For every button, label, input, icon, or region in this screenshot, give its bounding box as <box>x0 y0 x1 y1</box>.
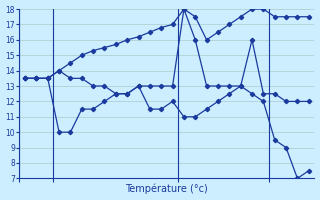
X-axis label: Température (°c): Température (°c) <box>125 184 208 194</box>
